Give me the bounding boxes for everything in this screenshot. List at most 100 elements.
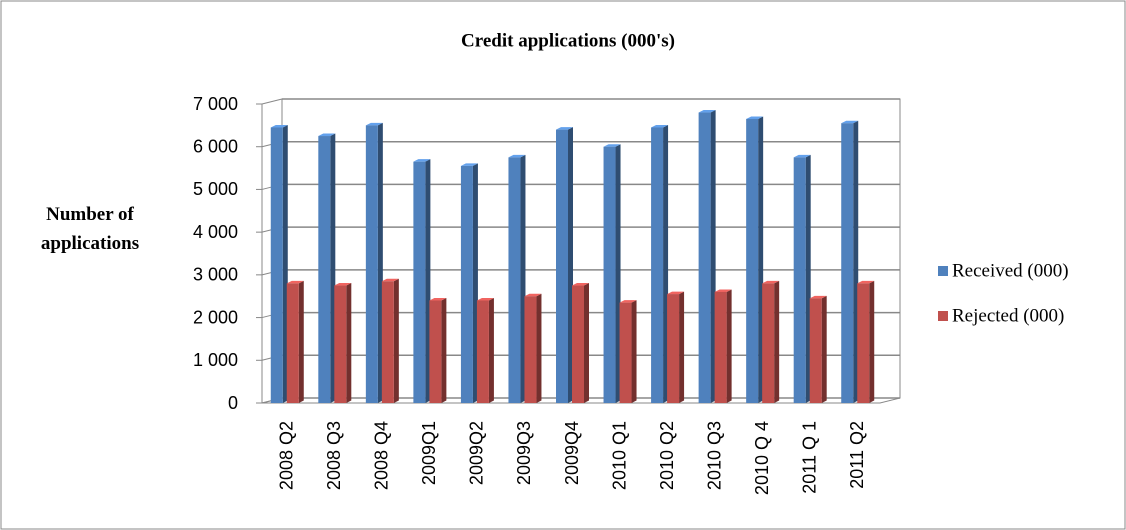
- bar: [476, 300, 489, 403]
- bar: [572, 285, 584, 403]
- bar: [429, 300, 442, 403]
- bar-top: [619, 300, 637, 303]
- x-tick-label: 2008 Q3: [324, 421, 344, 490]
- y-tick-label: 1 000: [193, 350, 238, 370]
- legend-label: Received (000): [952, 260, 1069, 281]
- bar: [809, 298, 822, 403]
- bar-side: [282, 124, 288, 403]
- x-tick-label: 2008 Q2: [277, 421, 297, 490]
- chart-title: Credit applications (000's): [461, 30, 675, 51]
- bar-side: [330, 133, 336, 404]
- bar: [460, 165, 473, 403]
- bar-top: [556, 127, 573, 130]
- bar-top: [603, 144, 621, 147]
- bar: [286, 283, 299, 403]
- grid-diag: [261, 98, 283, 105]
- bar-top: [460, 163, 478, 166]
- x-tick-label: 2010 Q3: [704, 421, 724, 490]
- x-tick-label: 2010 Q 4: [752, 421, 772, 495]
- bar-side: [472, 163, 478, 403]
- bar-side: [520, 154, 526, 403]
- bar-side: [346, 283, 352, 403]
- bar-side: [758, 116, 764, 403]
- bar-top: [524, 293, 542, 297]
- bar: [857, 283, 870, 403]
- bar: [318, 136, 331, 404]
- bar-side: [853, 120, 859, 403]
- bar: [762, 283, 775, 403]
- bar-top: [809, 295, 827, 299]
- bar-side: [821, 295, 827, 403]
- bar: [714, 291, 727, 403]
- y-tick-label: 5 000: [193, 179, 238, 199]
- bar-top: [857, 280, 875, 284]
- bar-top: [841, 120, 859, 124]
- x-tick-label: 2010 Q2: [657, 421, 677, 490]
- y-axis-title: Number of applications: [40, 204, 140, 254]
- bar-top: [429, 297, 447, 301]
- y-tick-label: 6 000: [193, 136, 238, 156]
- bar-side: [425, 159, 431, 403]
- bar-side: [869, 280, 875, 403]
- bar-side: [584, 283, 589, 403]
- bar-side: [488, 297, 494, 403]
- bar-side: [377, 122, 383, 403]
- x-tick-label: 2011 Q 1: [799, 421, 819, 494]
- legend-swatch: [938, 311, 948, 321]
- bar: [334, 285, 347, 403]
- legend-swatch: [938, 266, 948, 276]
- bar: [413, 161, 426, 403]
- bar-side: [631, 300, 637, 403]
- bar: [793, 157, 806, 403]
- bar: [746, 118, 759, 403]
- bar-side: [710, 110, 716, 404]
- bar-top: [714, 289, 732, 292]
- y-tick-label: 4 000: [193, 222, 238, 242]
- bar: [381, 281, 394, 403]
- bar-side: [441, 297, 447, 403]
- bar-side: [726, 289, 732, 403]
- legend-label: Rejected (000): [952, 305, 1064, 326]
- bar-top: [334, 283, 352, 286]
- bar-top: [698, 110, 716, 113]
- bar-top: [508, 154, 526, 158]
- bar: [667, 294, 680, 403]
- bar-side: [615, 144, 621, 403]
- bar: [270, 127, 283, 403]
- bar-top: [651, 124, 669, 128]
- bar-top: [270, 124, 288, 128]
- y-tick-label: 3 000: [193, 265, 238, 285]
- bar-side: [679, 291, 685, 403]
- bar-side: [536, 293, 542, 403]
- bar: [508, 157, 521, 403]
- bar-top: [286, 280, 304, 284]
- y-tick-label: 0: [228, 393, 238, 413]
- x-tick-label: 2010 Q1: [609, 421, 629, 490]
- bar-top: [365, 122, 383, 126]
- x-tick-label: 2009Q1: [419, 421, 439, 485]
- bar: [603, 146, 616, 403]
- bar-side: [568, 127, 573, 403]
- x-tick-label: 2009Q3: [514, 421, 534, 485]
- bar-top: [476, 297, 494, 301]
- bar-top: [762, 280, 780, 284]
- y-tick-label: 2 000: [193, 307, 238, 327]
- bar-side: [393, 278, 399, 403]
- bar-top: [746, 116, 764, 119]
- bar-top: [667, 291, 685, 295]
- x-tick-label: 2011 Q2: [847, 421, 867, 489]
- y-tick-label: 7 000: [193, 94, 238, 114]
- bar-side: [663, 124, 669, 403]
- bar: [698, 112, 711, 404]
- bar-side: [298, 280, 304, 403]
- bar: [619, 302, 632, 403]
- bar-top: [572, 283, 589, 286]
- bar-side: [805, 154, 811, 403]
- bar: [556, 129, 568, 403]
- x-tick-label: 2009Q4: [562, 421, 582, 485]
- bar-top: [318, 133, 336, 137]
- bar-top: [381, 278, 399, 282]
- bar-side: [774, 280, 780, 403]
